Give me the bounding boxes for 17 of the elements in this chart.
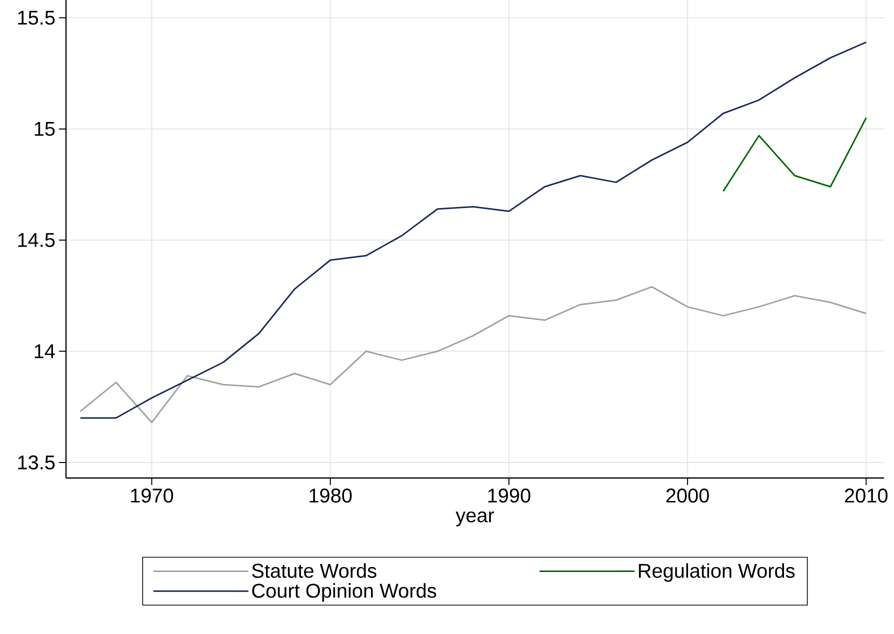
legend-label: Court Opinion Words xyxy=(252,583,436,602)
x-axis-title: year xyxy=(456,511,494,526)
line-series xyxy=(722,117,867,192)
legend-label: Regulation Words xyxy=(638,563,795,582)
y-tick-label: 15.5 xyxy=(18,10,55,25)
y-tick-label: 13.5 xyxy=(18,455,55,470)
line-series xyxy=(80,286,867,424)
legend-label: Statute Words xyxy=(252,563,376,578)
x-tick-label: 1990 xyxy=(488,488,530,503)
y-tick-label: 15 xyxy=(34,122,55,136)
y-tick-label: 14 xyxy=(34,344,55,358)
line-series xyxy=(80,41,867,419)
x-tick-label: 1970 xyxy=(131,488,174,503)
x-tick-label: 1980 xyxy=(310,488,352,503)
y-tick-label: 14.5 xyxy=(18,233,55,248)
x-tick-label: 2000 xyxy=(666,488,709,503)
x-tick-label: 2010 xyxy=(844,488,888,503)
